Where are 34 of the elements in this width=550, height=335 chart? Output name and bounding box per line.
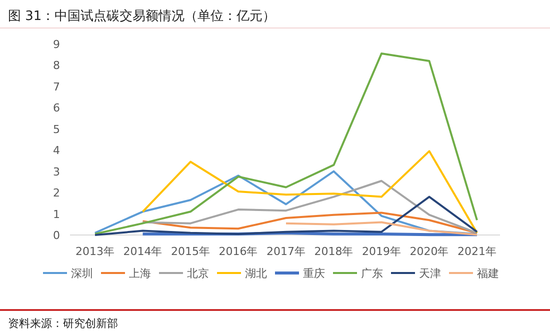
y-tick-label: 0 [53,229,60,242]
x-tick-label: 2021年 [458,245,496,258]
y-tick-label: 9 [53,38,60,51]
legend-label: 天津 [419,267,441,280]
x-tick-label: 2017年 [266,245,306,258]
x-tick-label: 2013年 [76,245,114,258]
line-series [94,52,478,235]
y-tick-label: 3 [53,165,60,178]
line-series [285,221,478,236]
y-tick-label: 5 [53,122,60,136]
x-tick-label: 2020年 [410,245,449,258]
x-tick-label: 2014年 [123,245,162,258]
line-series [142,150,478,234]
legend-label: 广东 [361,267,383,280]
x-tick-label: 2015年 [171,245,210,258]
y-tick-label: 7 [53,80,60,94]
legend-label: 北京 [187,267,209,280]
legend-label: 福建 [477,267,499,280]
legend-label: 深圳 [71,267,93,280]
chart-title: 图 31：中国试点碳交易额情况（单位：亿元） [8,8,276,24]
x-tick-label: 2019年 [362,245,401,258]
x-tick-label: 2016年 [218,245,258,258]
y-tick-label: 4 [53,144,60,158]
x-tick-label: 2018年 [314,245,354,258]
text: 资料来源：研究创新部 [8,317,118,330]
line-series [142,180,478,234]
line-series [94,196,478,236]
y-tick-label: 2 [53,186,60,200]
legend-label: 湖北 [245,267,267,280]
y-tick-label: 6 [53,102,60,115]
y-tick-label: 8 [53,59,60,72]
legend-label: 上海 [129,267,151,280]
legend-label: 重庆 [303,267,325,280]
y-tick-label: 1 [53,208,60,221]
